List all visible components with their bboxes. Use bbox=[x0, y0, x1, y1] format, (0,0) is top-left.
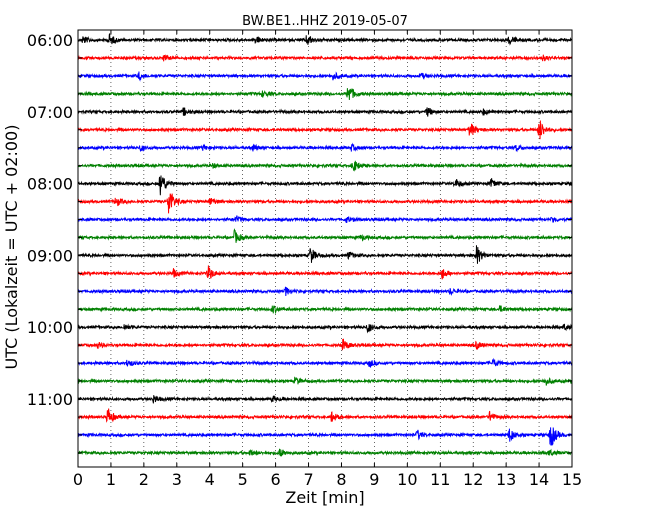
trace-line bbox=[77, 395, 573, 404]
x-tick-label: 15 bbox=[562, 470, 582, 489]
chart-title: BW.BE1..HHZ 2019-05-07 bbox=[242, 14, 408, 29]
trace-line bbox=[77, 448, 573, 457]
trace-line bbox=[77, 305, 573, 315]
x-tick-label: 7 bbox=[303, 470, 313, 489]
traces bbox=[77, 33, 573, 457]
x-axis: 0 1 2 3 4 5 6 7 8 9 10 11 12 13 14 15 bbox=[73, 30, 582, 489]
x-tick-label: 8 bbox=[336, 470, 346, 489]
trace-line bbox=[77, 142, 573, 153]
trace-line bbox=[77, 71, 573, 82]
trace-line bbox=[77, 245, 573, 264]
trace-line bbox=[77, 427, 573, 446]
trace-line bbox=[77, 228, 573, 243]
trace-line bbox=[77, 265, 573, 280]
x-tick-label: 4 bbox=[205, 470, 215, 489]
x-tick-label: 6 bbox=[271, 470, 281, 489]
x-tick-label: 1 bbox=[106, 470, 116, 489]
grid bbox=[110, 30, 540, 467]
x-tick-label: 12 bbox=[463, 470, 483, 489]
x-tick-label: 0 bbox=[73, 470, 83, 489]
y-tick-label: 11:00 bbox=[27, 390, 73, 409]
x-tick-label: 3 bbox=[172, 470, 182, 489]
trace-line bbox=[77, 338, 573, 351]
trace-line bbox=[77, 357, 573, 368]
trace-line bbox=[77, 33, 573, 46]
x-tick-label: 10 bbox=[397, 470, 417, 489]
plot-frame bbox=[77, 29, 573, 468]
trace-line bbox=[77, 193, 573, 214]
x-tick-label: 14 bbox=[529, 470, 549, 489]
x-tick-label: 2 bbox=[139, 470, 149, 489]
trace-line bbox=[77, 160, 573, 172]
trace-line bbox=[77, 376, 573, 386]
y-tick-label: 07:00 bbox=[27, 103, 73, 122]
trace-line bbox=[77, 323, 573, 334]
trace-line bbox=[77, 175, 573, 196]
x-tick-label: 11 bbox=[430, 470, 450, 489]
x-tick-label: 13 bbox=[496, 470, 516, 489]
y-axis: 06:00 07:00 08:00 09:00 10:00 11:00 bbox=[27, 31, 572, 454]
trace-line bbox=[77, 120, 573, 140]
y-tick-label: 09:00 bbox=[27, 246, 73, 265]
x-tick-label: 5 bbox=[238, 470, 248, 489]
trace-line bbox=[77, 54, 573, 62]
trace-line bbox=[77, 107, 573, 117]
trace-line bbox=[77, 215, 573, 223]
trace-line bbox=[77, 88, 573, 100]
y-tick-label: 08:00 bbox=[27, 175, 73, 194]
x-tick-label: 9 bbox=[369, 470, 379, 489]
x-axis-label: Zeit [min] bbox=[285, 488, 364, 507]
trace-line bbox=[77, 286, 573, 297]
y-axis-label: UTC (Lokalzeit = UTC + 02:00) bbox=[2, 125, 21, 370]
trace-line bbox=[77, 408, 573, 423]
y-tick-label: 06:00 bbox=[27, 31, 73, 50]
y-tick-label: 10:00 bbox=[27, 318, 73, 337]
